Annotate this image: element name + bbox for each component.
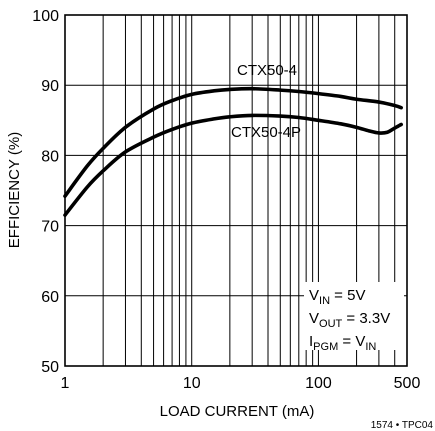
series-line-0 <box>63 86 403 198</box>
annotation-vout: VOUT = 3.3V <box>309 310 390 330</box>
annotation-box <box>304 282 404 350</box>
annotation-vin: VIN = 5V <box>309 287 365 307</box>
figure-id: 1574 • TPC04 <box>371 420 434 431</box>
y-tick-label: 100 <box>32 8 59 25</box>
x-tick-label: 500 <box>394 375 421 392</box>
series-line-1 <box>63 113 403 217</box>
series-label-ctx50-4p: CTX50-4P <box>231 124 301 141</box>
x-tick-label: 100 <box>305 375 332 392</box>
y-tick-label: 70 <box>41 219 59 236</box>
y-tick-label: 90 <box>41 78 59 95</box>
tick-labels: 1 10 100 500 50 60 70 80 90 100 <box>32 8 420 392</box>
y-tick-label: 60 <box>41 289 59 306</box>
y-axis-label: EFFICIENCY (%) <box>6 132 23 248</box>
series-label-ctx50-4: CTX50-4 <box>237 62 297 79</box>
plot-frame <box>64 14 408 367</box>
x-tick-label: 10 <box>183 375 201 392</box>
annotation-ipgm: IPGM = VIN <box>309 333 376 353</box>
y-tick-label: 50 <box>41 359 59 376</box>
series-curves <box>63 86 403 217</box>
y-tick-label: 80 <box>41 148 59 165</box>
x-axis-label: LOAD CURRENT (mA) <box>160 403 315 420</box>
x-tick-label: 1 <box>61 375 70 392</box>
